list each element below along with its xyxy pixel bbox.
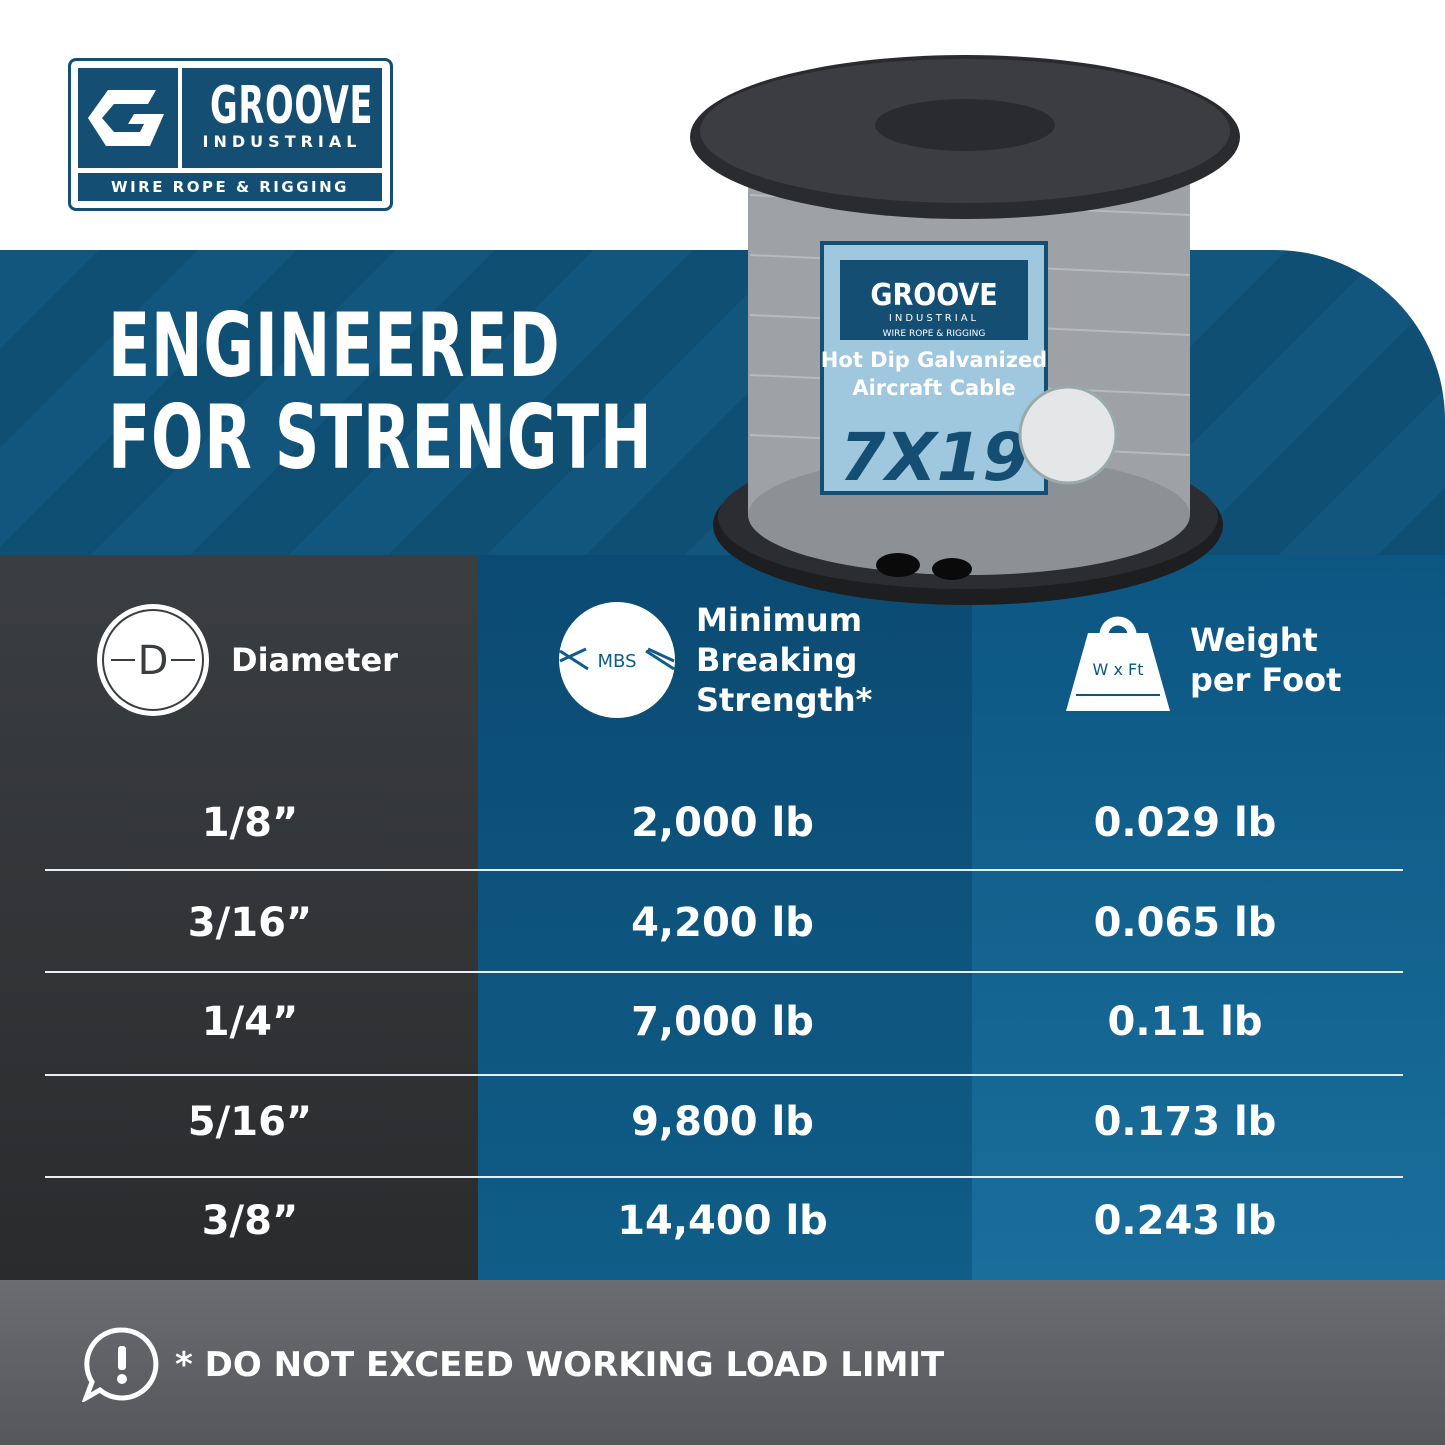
cell-mbs: 4,200 lb <box>631 900 814 946</box>
spool-label-brand: GROOVE <box>870 278 997 313</box>
headline: ENGINEERED FOR STRENGTH <box>108 300 652 484</box>
cell-weight: 0.029 lb <box>1093 800 1277 846</box>
table-row: 3/8” 14,400 lb 0.243 lb <box>0 1170 1445 1272</box>
cell-weight: 0.243 lb <box>1093 1198 1277 1244</box>
row-divider <box>45 971 1403 973</box>
mbs-column <box>478 555 972 1280</box>
diameter-icon: D <box>97 604 209 716</box>
table-row: 5/16” 9,800 lb 0.173 lb <box>0 1071 1445 1173</box>
header-weight: W x Ft Weight per Foot <box>1066 555 1341 765</box>
groove-logo: GROOVE INDUSTRIAL WIRE ROPE & RIGGING <box>68 58 393 211</box>
header-mbs: MBS Minimum Breaking Strength* <box>558 555 872 765</box>
cell-diameter: 3/8” <box>201 1198 299 1244</box>
headline-line1: ENGINEERED <box>108 294 561 397</box>
headline-line2: FOR STRENGTH <box>108 386 653 489</box>
spool-label-line2: Aircraft Cable <box>852 376 1015 400</box>
row-divider <box>45 1176 1403 1178</box>
spool-label-construction: 7X19 <box>840 419 1029 496</box>
svg-text:W x Ft: W x Ft <box>1093 660 1144 679</box>
mbs-label-line: Minimum <box>696 601 863 639</box>
cell-diameter: 3/16” <box>187 900 313 946</box>
cable-spool-image: GROOVE INDUSTRIAL WIRE ROPE & RIGGING Ho… <box>690 55 1240 605</box>
warning-text: * DO NOT EXCEED WORKING LOAD LIMIT <box>175 1345 945 1385</box>
cell-diameter: 1/8” <box>201 800 299 846</box>
header-weight-label: Weight per Foot <box>1190 620 1341 700</box>
spool-label-line1: Hot Dip Galvanized <box>821 348 1047 372</box>
header-diameter-label: Diameter <box>231 641 398 679</box>
mbs-icon: MBS <box>559 602 675 718</box>
weight-label-line: Weight <box>1190 621 1318 659</box>
cell-mbs: 2,000 lb <box>631 800 814 846</box>
table-row: 1/8” 2,000 lb 0.029 lb <box>0 772 1445 874</box>
cell-mbs: 9,800 lb <box>631 1099 814 1145</box>
spool-label-tagline: WIRE ROPE & RIGGING <box>883 329 986 339</box>
mbs-label-line: Strength* <box>696 681 873 719</box>
logo-tagline: WIRE ROPE & RIGGING <box>78 173 382 201</box>
diameter-column <box>0 555 478 1280</box>
table-row: 3/16” 4,200 lb 0.065 lb <box>0 872 1445 974</box>
header-mbs-label: Minimum Breaking Strength* <box>696 600 872 720</box>
weight-icon: W x Ft <box>1066 616 1170 711</box>
spool-label-sub: INDUSTRIAL <box>889 313 979 324</box>
table-row: 1/4” 7,000 lb 0.11 lb <box>0 971 1445 1073</box>
cell-diameter: 1/4” <box>201 999 299 1045</box>
header-diameter: D Diameter <box>95 555 398 765</box>
footer <box>0 1280 1445 1445</box>
logo-brand: GROOVE <box>210 76 374 136</box>
mbs-label-line: Breaking <box>696 641 858 679</box>
logo-sub: INDUSTRIAL <box>202 132 362 151</box>
cell-mbs: 7,000 lb <box>631 999 814 1045</box>
weight-column <box>972 555 1445 1280</box>
svg-text:MBS: MBS <box>598 651 637 672</box>
cell-weight: 0.065 lb <box>1093 900 1277 946</box>
cell-weight: 0.173 lb <box>1093 1099 1277 1145</box>
cell-diameter: 5/16” <box>187 1099 313 1145</box>
row-divider <box>45 869 1403 871</box>
weight-label-line: per Foot <box>1190 661 1342 699</box>
cell-weight: 0.11 lb <box>1107 999 1263 1045</box>
alert-icon <box>82 1327 159 1402</box>
svg-text:D: D <box>138 638 169 684</box>
cell-mbs: 14,400 lb <box>617 1198 828 1244</box>
g-logo-icon <box>78 68 178 168</box>
row-divider <box>45 1074 1403 1076</box>
